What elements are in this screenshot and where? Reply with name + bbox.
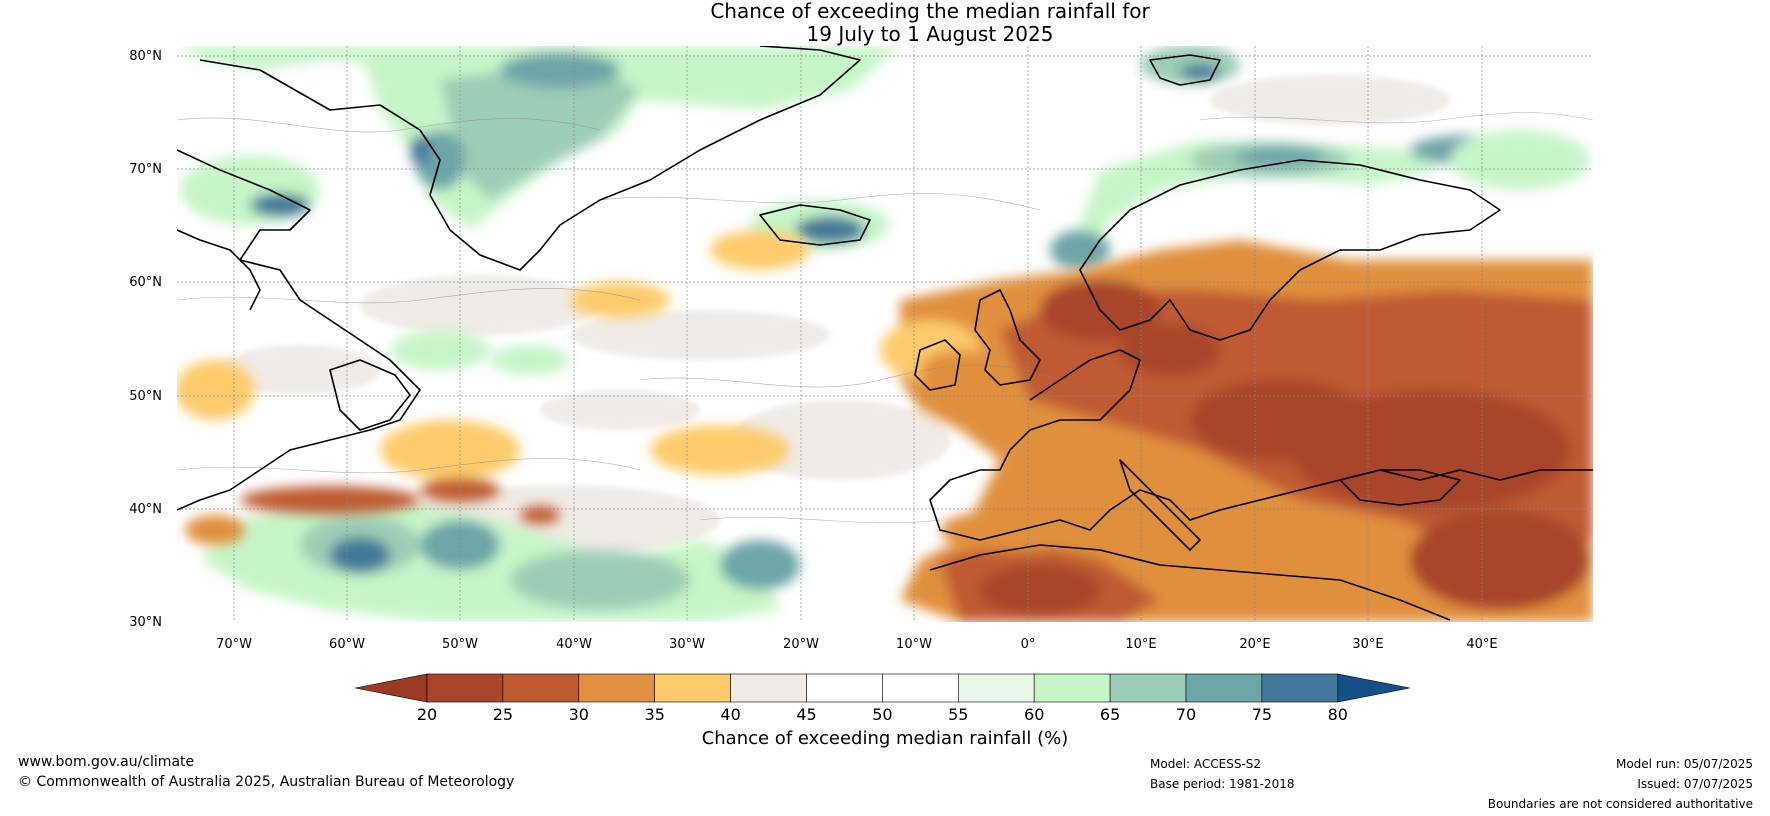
lon-label: 40°E: [1466, 637, 1497, 652]
base-period-text: Base period: 1981-2018: [1150, 777, 1295, 791]
lon-label: 30°E: [1352, 637, 1383, 652]
colorbar: 20 25 30 35 40 45 50 55 60 65 70 75 80: [354, 673, 1410, 724]
lon-label: 30°W: [669, 637, 705, 652]
contour-lines: [177, 112, 1593, 524]
coastlines: [177, 46, 1593, 621]
colorbar-tick-label: 55: [948, 705, 968, 724]
lat-label: 30°N: [129, 615, 162, 630]
colorbar-segment: [1261, 673, 1339, 703]
newfoundland-coast: [329, 359, 411, 431]
colorbar-segment: [578, 673, 655, 703]
colorbar-segment: [806, 673, 883, 703]
disclaimer-text: Boundaries are not considered authoritat…: [1487, 797, 1753, 811]
model-text: Model: ACCESS-S2: [1150, 757, 1262, 771]
britain-coast: [974, 289, 1041, 386]
colorbar-over-arrow: [1337, 673, 1410, 703]
colorbar-under-arrow: [354, 673, 428, 703]
colorbar-tick-label: 45: [796, 705, 816, 724]
lon-label: 40°W: [556, 637, 592, 652]
lon-label: 20°W: [783, 637, 819, 652]
lat-label: 80°N: [129, 49, 162, 64]
issued-text: Issued: 07/07/2025: [1637, 777, 1753, 791]
colorbar-segment: [502, 673, 580, 703]
lon-label: 60°W: [329, 637, 365, 652]
colorbar-segment: [1109, 673, 1187, 703]
ireland-coast: [914, 339, 961, 391]
lon-label: 20°E: [1239, 637, 1270, 652]
lat-label: 70°N: [129, 162, 162, 177]
map-plot-area: [177, 46, 1593, 622]
near-normal-patches: [220, 75, 1450, 555]
colorbar-tick-label: 25: [493, 705, 513, 724]
colorbar-tick-label: 65: [1100, 705, 1120, 724]
graticule: [177, 46, 1593, 622]
black-sea-coast: [1339, 469, 1461, 506]
colorbar-segment: [957, 673, 1035, 703]
colorbar-tick-label: 40: [720, 705, 740, 724]
lon-label: 70°W: [216, 637, 252, 652]
model-run-text: Model run: 05/07/2025: [1615, 757, 1753, 771]
svalbard-coast: [1149, 54, 1221, 86]
greenland-coast: [199, 46, 861, 271]
labrador-coast: [177, 229, 261, 311]
lon-label: 10°E: [1125, 637, 1156, 652]
lat-label: 60°N: [129, 275, 162, 290]
colorbar-tick-label: 50: [872, 705, 892, 724]
lat-label: 50°N: [129, 389, 162, 404]
lon-labels: 70°W 60°W 50°W 40°W 30°W 20°W 10°W 0° 10…: [216, 637, 1498, 652]
colorbar-tick-label: 35: [645, 705, 665, 724]
lon-label: 50°W: [442, 637, 478, 652]
title-line-2: 19 July to 1 August 2025: [806, 22, 1054, 46]
lon-label: 10°W: [896, 637, 932, 652]
lat-label: 40°N: [129, 502, 162, 517]
italy-coast: [1119, 459, 1201, 551]
colorbar-tick-label: 20: [417, 705, 437, 724]
lat-labels: 80°N 70°N 60°N 50°N 40°N 30°N: [129, 49, 162, 630]
lon-label: 0°: [1021, 637, 1036, 652]
colorbar-segment: [882, 673, 959, 703]
colorbar-tick-label: 70: [1176, 705, 1196, 724]
scandinavia-coast: [1079, 159, 1501, 341]
title-line-1: Chance of exceeding the median rainfall …: [710, 0, 1150, 23]
colorbar-segment: [426, 673, 504, 703]
colorbar-segment: [1033, 673, 1111, 703]
iceland-coast: [759, 204, 871, 246]
colorbar-segment: [1185, 673, 1263, 703]
colorbar-tick-label: 60: [1024, 705, 1044, 724]
website-link[interactable]: www.bom.gov.au/climate: [18, 754, 195, 770]
copyright-text: © Commonwealth of Australia 2025, Austra…: [18, 774, 515, 790]
colorbar-tick-label: 80: [1328, 705, 1348, 724]
canada-coast: [177, 149, 421, 511]
colorbar-segment: [654, 673, 731, 703]
africa-coast: [929, 544, 1451, 621]
colorbar-segment: [730, 673, 807, 703]
colorbar-tick-label: 75: [1252, 705, 1272, 724]
chart-title: Chance of exceeding the median rainfall …: [0, 0, 1770, 46]
colorbar-tick-label: 30: [569, 705, 589, 724]
colorbar-label: Chance of exceeding median rainfall (%): [701, 728, 1069, 749]
